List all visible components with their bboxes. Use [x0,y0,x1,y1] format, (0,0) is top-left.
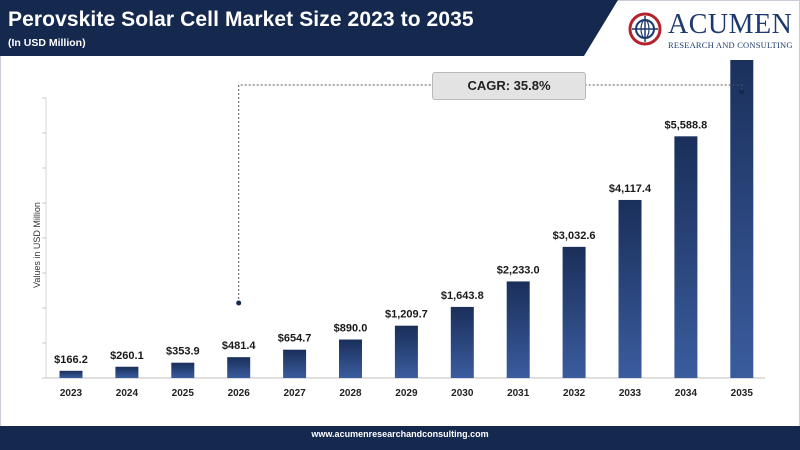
x-tick-label-2035: 2035 [731,388,754,399]
data-label-2031: $2,233.0 [497,264,540,276]
chart-title: Perovskite Solar Cell Market Size 2023 t… [8,8,474,31]
cagr-end-dot [739,89,745,95]
cagr-connector-line [238,84,743,303]
bar-2035 [730,60,754,378]
data-label-2023: $166.2 [54,354,88,366]
bar-chart: Values in USD Million $166.2 $260.1 $353.9… [32,60,765,399]
data-label-2025: $353.9 [166,346,200,358]
bar-2027 [283,349,307,378]
x-tick-label-2032: 2032 [563,388,586,399]
x-tick-label-2029: 2029 [395,388,418,399]
x-tick-label-2027: 2027 [283,388,306,399]
data-label-2024: $260.1 [110,350,144,362]
data-label-2030: $1,643.8 [441,290,484,302]
bar-2025 [171,362,195,378]
data-label-2028: $890.0 [334,323,368,335]
globe-emblem-icon [628,12,662,46]
x-tick-label-2023: 2023 [60,388,83,399]
bar-2030 [450,306,474,378]
data-label-2032: $3,032.6 [553,230,596,242]
data-label-2026: $481.4 [222,340,257,352]
bar-2023 [59,370,83,378]
acumen-logo: ACUMEN RESEARCH AND CONSULTING [628,9,793,54]
logo-name: ACUMEN [668,9,793,40]
title-banner [0,0,618,56]
cagr-start-dot [236,300,242,306]
bar-2031 [506,281,530,378]
bar-2028 [339,339,362,378]
x-tick-label-2025: 2025 [172,388,195,399]
bar-2026 [227,357,251,378]
x-tick-label-2033: 2033 [619,388,642,399]
data-label-2027: $654.7 [278,333,312,345]
bar-2029 [394,325,418,378]
x-tick-label-2034: 2034 [675,388,698,399]
bar-2034 [674,136,698,378]
y-axis-label: Values in USD Million [32,202,42,288]
x-tick-label-2028: 2028 [339,388,362,399]
x-tick-label-2026: 2026 [228,388,251,399]
bar-2032 [562,246,586,378]
data-label-2033: $4,117.4 [609,183,652,195]
chart-subtitle: (In USD Million) [8,37,86,49]
cagr-annotation: CAGR: 35.8% [432,72,586,100]
x-tick-label-2031: 2031 [507,388,530,399]
footer-bar: www.acumenresearchandconsulting.com [0,426,800,450]
data-label-2029: $1,209.7 [385,309,428,321]
bar-2024 [115,366,139,378]
x-tick-label-2030: 2030 [451,388,474,399]
x-tick-label-2024: 2024 [116,388,139,399]
footer-url[interactable]: www.acumenresearchandconsulting.com [311,429,489,439]
bar-2033 [618,199,642,378]
logo-tagline: RESEARCH AND CONSULTING [668,40,793,50]
data-label-2034: $5,588.8 [664,119,707,131]
